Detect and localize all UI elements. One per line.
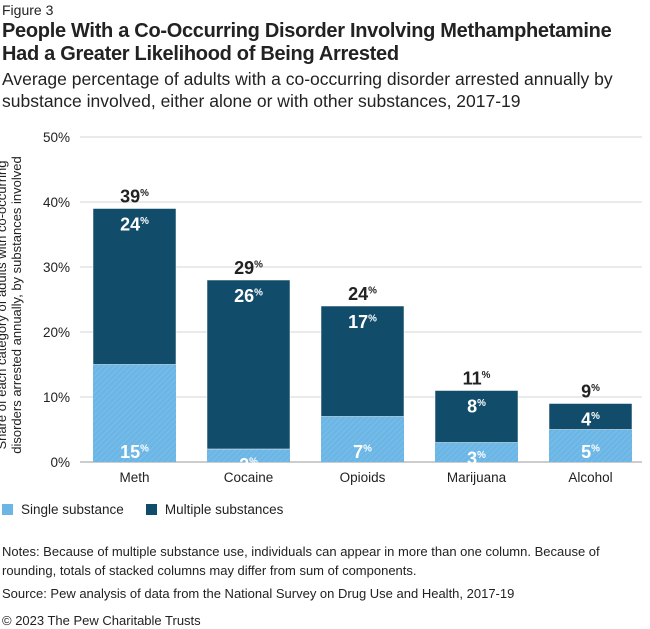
data-label-multiple: 24% bbox=[120, 215, 149, 235]
figure-label: Figure 3 bbox=[2, 2, 54, 18]
bar-multiple-meth bbox=[92, 208, 177, 365]
data-label-multiple: 26% bbox=[234, 286, 263, 306]
legend-item-single: Single substance bbox=[2, 502, 124, 517]
data-label-single: 2% bbox=[239, 455, 258, 475]
data-label-total: 9% bbox=[581, 382, 600, 402]
bar-single-marijuana bbox=[435, 442, 518, 462]
x-tick-label: Marijuana bbox=[447, 470, 507, 485]
y-tick-label: 20% bbox=[43, 325, 70, 340]
bar-single-opioids bbox=[321, 416, 404, 462]
data-label-single: 5% bbox=[581, 442, 600, 462]
data-label-total: 39% bbox=[120, 187, 149, 207]
data-label-total: 29% bbox=[234, 258, 263, 278]
data-label-total: 24% bbox=[348, 284, 377, 304]
data-label-multiple: 8% bbox=[467, 397, 486, 417]
chart-subtitle: Average percentage of adults with a co-o… bbox=[2, 69, 613, 111]
x-tick-label: Opioids bbox=[340, 470, 386, 485]
y-tick-label: 50% bbox=[43, 130, 70, 145]
data-label-multiple: 4% bbox=[581, 410, 600, 430]
legend-label: Single substance bbox=[21, 502, 124, 517]
bar-multiple-opioids bbox=[320, 305, 405, 417]
legend-label: Multiple substances bbox=[164, 502, 284, 517]
notes: Notes: Because of multiple substance use… bbox=[2, 544, 600, 578]
legend: Single substance Multiple substances bbox=[2, 502, 283, 517]
data-label-single: 7% bbox=[353, 442, 372, 462]
y-tick-label: 0% bbox=[50, 455, 70, 470]
copyright: © 2023 The Pew Charitable Trusts bbox=[2, 613, 201, 628]
source: Source: Pew analysis of data from the Na… bbox=[2, 586, 515, 601]
bar-multiple-alcohol bbox=[548, 403, 633, 430]
y-tick-label: 30% bbox=[43, 260, 70, 275]
legend-swatch-single bbox=[2, 504, 13, 515]
data-label-single: 15% bbox=[120, 442, 149, 462]
data-label-total: 11% bbox=[463, 369, 491, 389]
bar-multiple-marijuana bbox=[434, 390, 519, 443]
y-tick-label: 40% bbox=[43, 195, 70, 210]
bar-single-cocaine bbox=[207, 449, 290, 462]
bar-single-alcohol bbox=[549, 429, 632, 462]
y-tick-label: 10% bbox=[43, 390, 70, 405]
data-label-single: 3% bbox=[467, 449, 486, 469]
x-tick-label: Alcohol bbox=[568, 470, 612, 485]
x-tick-label: Meth bbox=[119, 470, 149, 485]
chart-title: People With a Co-Occurring Disorder Invo… bbox=[2, 20, 612, 65]
data-label-multiple: 17% bbox=[348, 312, 377, 332]
bar-single-meth bbox=[93, 364, 176, 462]
legend-swatch-multiple bbox=[145, 504, 157, 515]
legend-item-multiple: Multiple substances bbox=[145, 502, 284, 517]
bar-chart: 0% 10% 20% 30% 40% 50% 24% 15% 39% Meth 26% 2% 29% Co… bbox=[43, 130, 642, 485]
x-tick-label: Cocaine bbox=[224, 470, 274, 485]
bar-multiple-cocaine bbox=[206, 279, 291, 450]
